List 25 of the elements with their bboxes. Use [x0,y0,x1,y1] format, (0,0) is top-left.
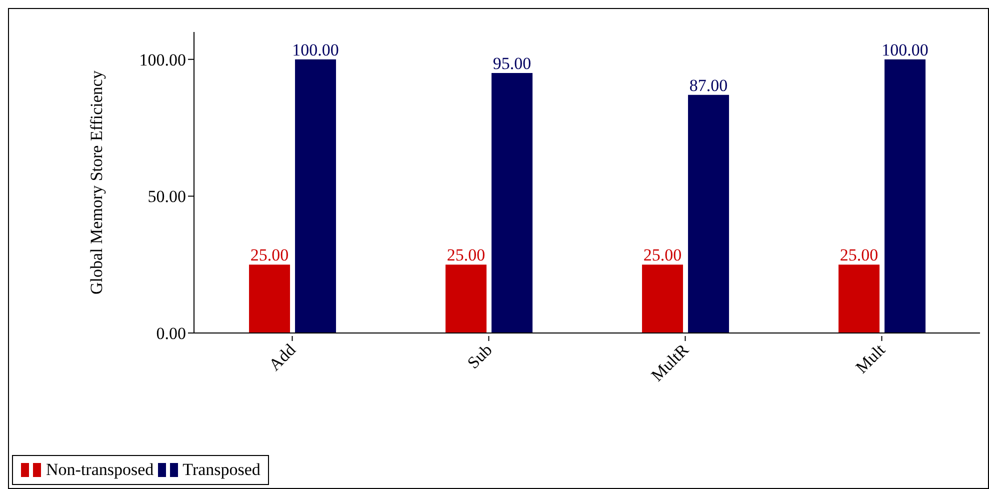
data-label: 95.00 [492,54,532,74]
data-label: 100.00 [882,40,928,60]
data-label: 25.00 [643,246,682,265]
bar [884,59,926,333]
bar [295,59,336,333]
bar [492,73,533,333]
legend-label: Transposed [182,460,260,480]
x-tick-label: Add [265,340,300,374]
data-label: 25.00 [446,246,486,265]
bar [838,264,880,333]
bar [688,94,730,333]
data-label: 87.00 [689,76,728,95]
data-label: 100.00 [292,40,339,60]
legend-label: Non-transposed [46,460,154,480]
x-tick-label: Mult [852,340,890,378]
bar [249,264,290,333]
data-label: 25.00 [840,246,878,265]
data-label: 25.00 [250,246,289,265]
bar [642,264,684,333]
y-tick-label: 100.00 [139,50,186,70]
y-tick-label: 50.00 [148,187,186,206]
y-axis-title: Global Memory Store Efficiency [87,70,106,294]
bar [446,264,487,333]
x-tick-label: Sub [464,340,496,372]
y-tick-label: 0.00 [156,324,186,344]
